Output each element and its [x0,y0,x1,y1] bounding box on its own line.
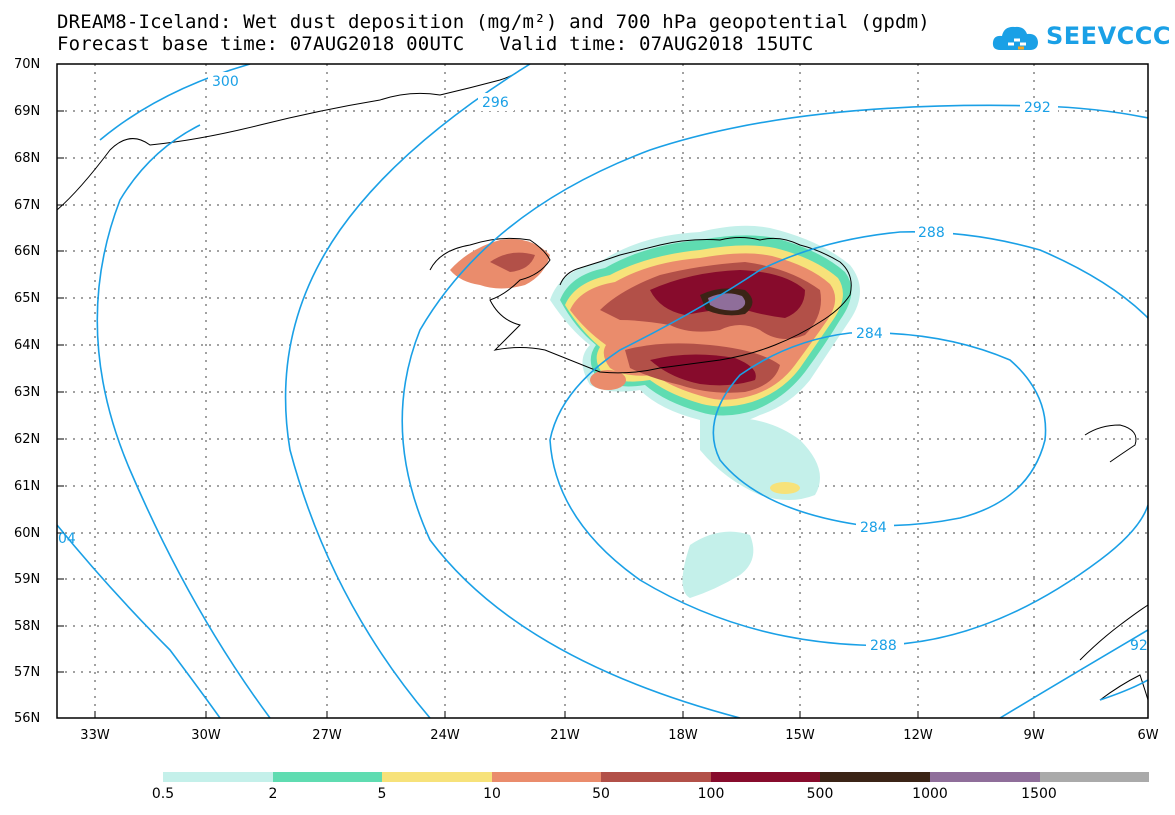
lat-label-66n: 66N [14,244,41,259]
lon-label-6w: 6W [1137,728,1159,743]
legend-swatch-3 [382,772,492,782]
cloud-logo-icon [992,26,1038,50]
map-title: DREAM8-Iceland: Wet dust deposition (mg/… [57,11,930,33]
legend-label-5: 5 [377,786,387,802]
legend-swatch-7 [820,772,930,782]
lat-label-60n: 60N [14,526,41,541]
contour-label-284-north: 284 [856,326,883,342]
lat-label-56n: 56N [14,711,41,726]
lon-label-24w: 24W [430,728,460,743]
legend-swatch-4 [491,772,602,782]
lat-label-68n: 68N [14,151,41,166]
lon-label-18w: 18W [668,728,698,743]
contour-label-284-south: 284 [860,520,887,536]
legend-label-50: 50 [592,786,610,802]
legend-swatch-1 [163,772,273,782]
lat-label-58n: 58N [14,619,41,634]
legend-label-100: 100 [697,786,725,802]
contour-label-288-south: 288 [870,638,897,654]
contour-label-304-edge: 04 [58,531,76,547]
lat-label-62n: 62N [14,432,41,447]
dust-deposition-field [450,225,860,598]
legend-label-2: 2 [268,786,278,802]
lon-label-27w: 27W [312,728,342,743]
forecast-time-subtitle: Forecast base time: 07AUG2018 00UTC Vali… [57,33,814,55]
legend-swatch-8 [929,772,1040,782]
lat-label-63n: 63N [14,385,41,400]
legend-swatch-2 [272,772,383,782]
lat-label-57n: 57N [14,665,41,680]
lat-label-65n: 65N [14,291,41,306]
legend-swatch-9 [1039,772,1150,782]
contour-label-300: 300 [212,74,239,90]
legend-label-10: 10 [483,786,501,802]
lon-label-21w: 21W [550,728,580,743]
contour-label-288-north: 288 [918,225,945,241]
lat-label-64n: 64N [14,338,41,353]
lon-label-15w: 15W [785,728,815,743]
lat-label-61n: 61N [14,479,41,494]
lat-label-69n: 69N [14,104,41,119]
lon-label-12w: 12W [903,728,933,743]
coastlines [57,69,1148,701]
contour-label-296: 296 [482,95,509,111]
legend-label-0-5: 0.5 [151,786,175,802]
lon-label-30w: 30W [191,728,221,743]
lon-label-33w: 33W [80,728,110,743]
legend-swatch-5 [601,772,711,782]
contour-label-292-edge: 92 [1130,638,1148,654]
legend-colorbar [163,772,1150,782]
lat-label-70n: 70N [14,57,41,72]
lat-label-67n: 67N [14,198,41,213]
lat-label-59n: 59N [14,572,41,587]
logo-text: SEEVCCC [1046,22,1171,50]
legend-swatch-6 [710,772,821,782]
contour-label-292: 292 [1024,100,1051,116]
legend-label-1000: 1000 [912,786,948,802]
axis-ticks [57,63,1149,718]
map-frame [56,63,1149,719]
lon-label-9w: 9W [1023,728,1045,743]
legend-label-1500: 1500 [1021,786,1057,802]
legend-label-500: 500 [806,786,834,802]
